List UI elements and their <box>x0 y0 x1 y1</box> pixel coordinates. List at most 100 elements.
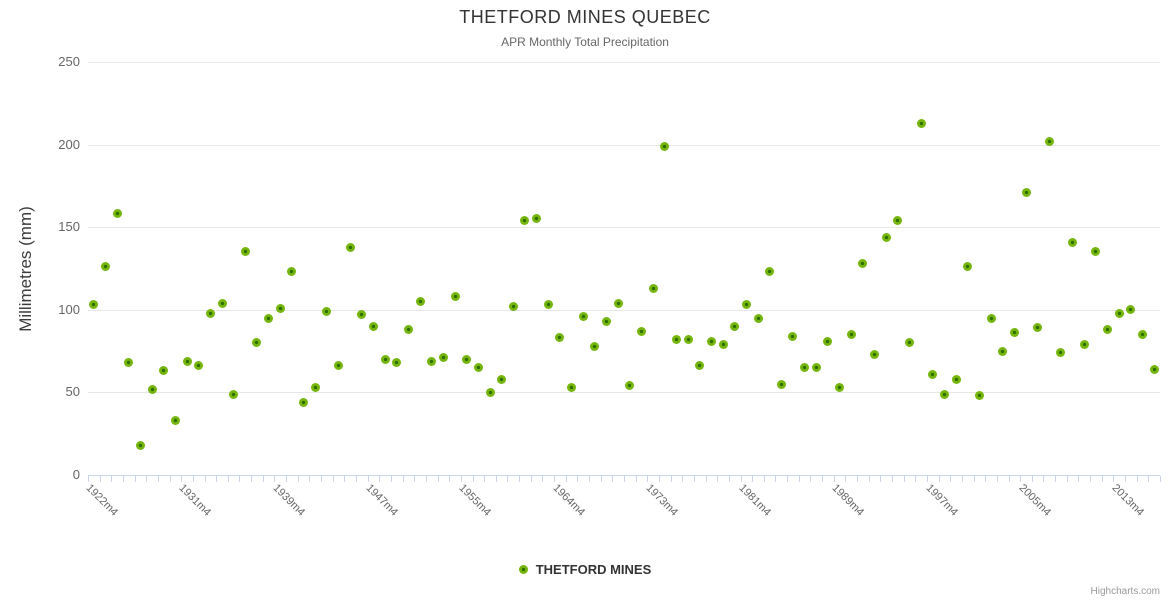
data-point[interactable] <box>497 374 507 384</box>
data-point[interactable] <box>275 303 285 313</box>
data-point[interactable] <box>660 141 670 151</box>
data-point[interactable] <box>1126 305 1136 315</box>
data-point[interactable] <box>998 346 1008 356</box>
data-point[interactable] <box>124 358 134 368</box>
data-point[interactable] <box>1044 136 1054 146</box>
x-axis-tick <box>344 476 346 482</box>
data-point[interactable] <box>904 338 914 348</box>
data-point[interactable] <box>567 382 577 392</box>
data-point[interactable] <box>823 336 833 346</box>
data-point[interactable] <box>520 216 530 226</box>
data-point[interactable] <box>625 381 635 391</box>
data-point[interactable] <box>881 232 891 242</box>
data-point[interactable] <box>170 415 180 425</box>
data-point[interactable] <box>963 262 973 272</box>
data-point[interactable] <box>986 313 996 323</box>
legend-series-label: THETFORD MINES <box>535 562 652 577</box>
data-point[interactable] <box>590 341 600 351</box>
data-point[interactable] <box>1103 325 1113 335</box>
data-point[interactable] <box>217 298 227 308</box>
data-point[interactable] <box>951 374 961 384</box>
data-point[interactable] <box>252 338 262 348</box>
data-point[interactable] <box>205 308 215 318</box>
data-point[interactable] <box>485 387 495 397</box>
data-point[interactable] <box>112 209 122 219</box>
data-point[interactable] <box>322 306 332 316</box>
data-point[interactable] <box>695 361 705 371</box>
x-axis-tick <box>216 476 218 482</box>
data-point[interactable] <box>264 313 274 323</box>
data-point[interactable] <box>1114 308 1124 318</box>
data-point[interactable] <box>939 389 949 399</box>
data-point[interactable] <box>532 214 542 224</box>
data-point[interactable] <box>450 292 460 302</box>
x-axis-tick <box>554 476 556 482</box>
data-point[interactable] <box>741 300 751 310</box>
data-point[interactable] <box>229 389 239 399</box>
data-point[interactable] <box>846 330 856 340</box>
data-point[interactable] <box>671 335 681 345</box>
data-point[interactable] <box>334 361 344 371</box>
x-axis-tick <box>682 476 684 482</box>
data-point[interactable] <box>543 300 553 310</box>
data-point[interactable] <box>602 316 612 326</box>
data-point[interactable] <box>753 313 763 323</box>
data-point[interactable] <box>730 321 740 331</box>
data-point[interactable] <box>1021 188 1031 197</box>
data-point[interactable] <box>636 326 646 336</box>
data-point[interactable] <box>870 349 880 359</box>
data-point[interactable] <box>415 297 425 307</box>
data-point[interactable] <box>683 335 693 345</box>
data-point[interactable] <box>1033 323 1043 333</box>
data-point[interactable] <box>800 363 810 373</box>
data-point[interactable] <box>310 382 320 392</box>
data-point[interactable] <box>135 440 145 450</box>
data-point[interactable] <box>916 118 926 128</box>
data-point[interactable] <box>928 369 938 379</box>
data-point[interactable] <box>147 384 157 394</box>
data-point[interactable] <box>706 336 716 346</box>
data-point[interactable] <box>287 267 297 277</box>
data-point[interactable] <box>858 259 868 269</box>
data-point[interactable] <box>357 310 367 320</box>
data-point[interactable] <box>194 361 204 371</box>
data-point[interactable] <box>368 321 378 331</box>
data-point[interactable] <box>893 216 903 226</box>
data-point[interactable] <box>89 300 99 310</box>
data-point[interactable] <box>1138 330 1148 340</box>
data-point[interactable] <box>648 283 658 293</box>
data-point[interactable] <box>182 356 192 366</box>
data-point[interactable] <box>159 366 169 376</box>
data-point[interactable] <box>438 353 448 363</box>
x-axis-tick <box>181 476 183 482</box>
data-point[interactable] <box>1056 348 1066 358</box>
data-point[interactable] <box>974 391 984 401</box>
data-point[interactable] <box>345 242 355 252</box>
data-point[interactable] <box>811 363 821 373</box>
data-point[interactable] <box>299 397 309 407</box>
data-point[interactable] <box>100 262 110 272</box>
data-point[interactable] <box>427 356 437 366</box>
data-point[interactable] <box>555 333 565 343</box>
data-point[interactable] <box>613 298 623 308</box>
data-point[interactable] <box>776 379 786 389</box>
data-point[interactable] <box>508 301 518 311</box>
data-point[interactable] <box>835 382 845 392</box>
data-point[interactable] <box>1079 339 1089 349</box>
data-point[interactable] <box>1009 328 1019 338</box>
highcharts-credit-link[interactable]: Highcharts.com <box>1090 586 1160 597</box>
data-point[interactable] <box>578 311 588 321</box>
data-point[interactable] <box>1068 237 1078 247</box>
legend[interactable]: THETFORD MINES <box>0 562 1170 577</box>
data-point[interactable] <box>473 363 483 373</box>
data-point[interactable] <box>403 325 413 335</box>
data-point[interactable] <box>380 354 390 364</box>
data-point[interactable] <box>392 358 402 368</box>
data-point[interactable] <box>718 339 728 349</box>
data-point[interactable] <box>1091 247 1101 257</box>
data-point[interactable] <box>765 267 775 277</box>
data-point[interactable] <box>462 354 472 364</box>
data-point[interactable] <box>240 247 250 257</box>
data-point[interactable] <box>1149 364 1159 374</box>
data-point[interactable] <box>788 331 798 341</box>
